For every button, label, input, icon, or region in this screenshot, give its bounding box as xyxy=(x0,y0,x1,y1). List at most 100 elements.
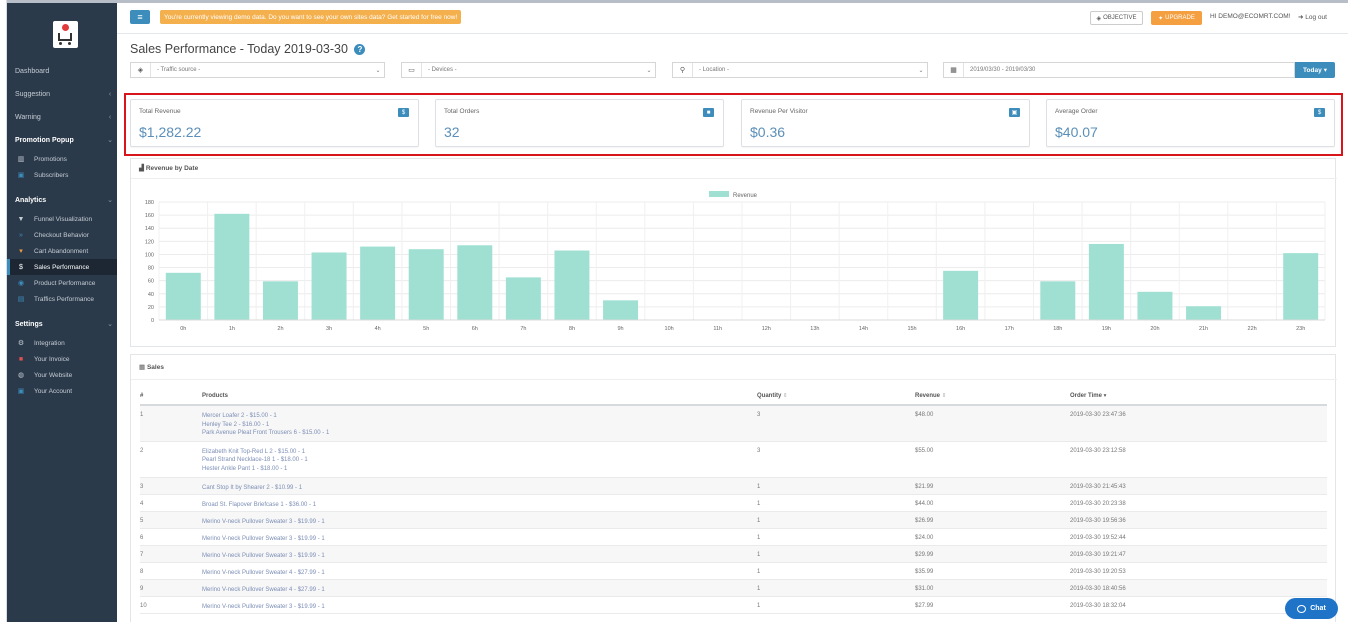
revenue-bar-chart: Revenue 0 20 40 60 80 100 120 140 160 180 0h 1h 2h 3h 4… xyxy=(145,191,1326,332)
sidebar-item-checkout[interactable]: » Checkout Behavior xyxy=(7,227,117,243)
chevron-down-icon: ⌄ xyxy=(918,67,924,74)
upgrade-button[interactable]: ✦ UPGRADE xyxy=(1151,11,1202,25)
table-row: 6 Merino V-neck Pullover Sweater 3 - $19.… xyxy=(140,528,1327,546)
bar-23h[interactable] xyxy=(1283,253,1319,320)
filter-icon: ▼ xyxy=(17,215,25,223)
bar-8h[interactable] xyxy=(554,250,590,320)
stat-card-total-revenue: Total Revenue $1,282.22 $ xyxy=(130,99,419,147)
sidebar-group-settings[interactable]: Settings ⌄ xyxy=(7,316,117,332)
col-header-products[interactable]: Products xyxy=(202,388,757,406)
x-tick-label: 16h xyxy=(956,326,965,332)
sidebar-item-funnel[interactable]: ▼ Funnel Visualization xyxy=(7,211,117,227)
row-products: Elizabeth Knit Top-Red L 2 - $15.00 - 1 P… xyxy=(202,441,757,478)
product-link[interactable]: Broad St. Flapover Briefcase 1 - $36.00 … xyxy=(202,501,317,508)
sidebar: Dashboard Suggestion ‹ Warning ‹ Promoti… xyxy=(7,3,117,622)
bar-9h[interactable] xyxy=(603,300,639,320)
bar-7h[interactable] xyxy=(505,277,541,320)
demo-banner[interactable]: You're currently viewing demo data. Do y… xyxy=(160,10,462,24)
app-logo[interactable] xyxy=(53,21,78,48)
sidebar-group-analytics[interactable]: Analytics ⌄ xyxy=(7,192,117,208)
product-link[interactable]: Mercer Loafer 2 - $15.00 - 1 xyxy=(202,413,277,419)
product-link[interactable]: Henley Tee 2 - $16.00 - 1 xyxy=(202,421,270,428)
row-products: Merino V-neck Pullover Sweater 4 - $27.9… xyxy=(202,562,757,580)
sidebar-item-cart[interactable]: ▾ Cart Abandonment xyxy=(7,243,117,259)
calendar-icon: ▦ xyxy=(944,63,964,77)
legend-swatch[interactable] xyxy=(709,191,729,197)
sidebar-item-label: Warning xyxy=(15,113,41,121)
row-order-time: 2019-03-30 19:52:44 xyxy=(1070,528,1327,546)
product-link[interactable]: Merino V-neck Pullover Sweater 3 - $19.9… xyxy=(202,552,325,559)
sidebar-item-sales-performance[interactable]: $ Sales Performance xyxy=(7,259,117,275)
traffic-source-select[interactable]: ◈ - Traffic source - ⌄ xyxy=(130,62,385,78)
objective-button[interactable]: ◈ OBJECTIVE xyxy=(1090,11,1143,25)
sidebar-item-subscribers[interactable]: ▣ Subscribers xyxy=(7,167,117,183)
product-link[interactable]: Merino V-neck Pullover Sweater 3 - $19.9… xyxy=(202,535,325,542)
panel-divider xyxy=(131,178,1337,179)
sidebar-item-label: Funnel Visualization xyxy=(34,215,93,223)
x-tick-label: 22h xyxy=(1248,326,1257,332)
today-dropdown-button[interactable]: Today ▾ xyxy=(1295,62,1335,78)
product-link[interactable]: Merino V-neck Pullover Sweater 3 - $19.9… xyxy=(202,603,325,610)
date-range-input[interactable]: ▦ 2019/03/30 - 2019/03/30 xyxy=(943,62,1295,78)
row-revenue: $35.99 xyxy=(915,562,1070,580)
sidebar-item-invoice[interactable]: ■ Your Invoice xyxy=(7,351,117,367)
row-number: 6 xyxy=(140,528,202,546)
product-link[interactable]: Cant Stop It by Shearer 2 - $10.99 - 1 xyxy=(202,484,303,491)
sidebar-item-account[interactable]: ▣ Your Account xyxy=(7,383,117,399)
col-header-order-time[interactable]: Order Time ▾ xyxy=(1070,388,1327,406)
row-revenue: $21.99 xyxy=(915,477,1070,495)
x-tick-label: 8h xyxy=(569,326,575,332)
row-order-time: 2019-03-30 23:47:36 xyxy=(1070,405,1327,442)
bar-5h[interactable] xyxy=(408,249,444,320)
product-link[interactable]: Park Avenue Pleat Front Trousers 6 - $15… xyxy=(202,430,330,436)
bar-20h[interactable] xyxy=(1137,291,1173,320)
col-header-quantity[interactable]: Quantity ⇕ xyxy=(757,388,915,406)
product-link[interactable]: Merino V-neck Pullover Sweater 3 - $19.9… xyxy=(202,518,325,525)
product-link[interactable]: Hester Ankle Pant 1 - $18.00 - 1 xyxy=(202,465,288,472)
fast-forward-icon: » xyxy=(19,231,23,239)
row-quantity: 3 xyxy=(757,405,915,442)
bar-2h[interactable] xyxy=(262,281,298,320)
chat-button[interactable]: Chat xyxy=(1285,598,1338,619)
sort-icon: ⇕ xyxy=(941,393,947,399)
dollar-icon: $ xyxy=(1314,108,1325,117)
stat-label: Revenue Per Visitor xyxy=(750,108,808,115)
sidebar-item-integration[interactable]: ⚙ Integration xyxy=(7,335,117,351)
bar-3h[interactable] xyxy=(311,252,347,320)
bar-16h[interactable] xyxy=(943,270,979,320)
bar-0h[interactable] xyxy=(165,272,201,320)
product-link[interactable]: Elizabeth Knit Top-Red L 2 - $15.00 - 1 xyxy=(202,448,306,455)
col-header-revenue[interactable]: Revenue ⇕ xyxy=(915,388,1070,406)
product-link[interactable]: Merino V-neck Pullover Sweater 4 - $27.9… xyxy=(202,569,325,576)
bar-18h[interactable] xyxy=(1040,281,1076,320)
help-icon[interactable]: ? xyxy=(354,44,366,55)
sidebar-item-suggestion[interactable]: Suggestion ‹ xyxy=(7,86,117,102)
bar-19h[interactable] xyxy=(1088,243,1124,320)
logout-link[interactable]: ➜ Log out xyxy=(1298,13,1327,21)
sidebar-item-product-performance[interactable]: ◉ Product Performance xyxy=(7,275,117,291)
row-order-time: 2019-03-30 19:21:47 xyxy=(1070,545,1327,563)
sidebar-group-label: Settings xyxy=(15,320,43,328)
sidebar-item-warning[interactable]: Warning ‹ xyxy=(7,109,117,125)
menu-toggle-button[interactable]: ≡ xyxy=(130,10,150,24)
location-select[interactable]: ⚲ - Location - ⌄ xyxy=(672,62,928,78)
sidebar-group-promotion-popup[interactable]: Promotion Popup ⌄ xyxy=(7,132,117,148)
sidebar-item-dashboard[interactable]: Dashboard xyxy=(7,63,117,79)
bar-6h[interactable] xyxy=(457,245,493,320)
product-link[interactable]: Pearl Strand Necklace-18 1 - $18.00 - 1 xyxy=(202,457,308,463)
row-products: Cant Stop It by Shearer 2 - $10.99 - 1 xyxy=(202,477,757,495)
bar-1h[interactable] xyxy=(214,213,250,320)
bar-21h[interactable] xyxy=(1186,306,1222,320)
sidebar-item-traffics-performance[interactable]: ▤ Traffics Performance xyxy=(7,291,117,307)
chevron-left-icon: ‹ xyxy=(108,113,112,121)
row-number: 4 xyxy=(140,494,202,512)
sidebar-item-promotions[interactable]: ▥ Promotions xyxy=(7,151,117,167)
cart-icon: ▾ xyxy=(19,248,23,255)
devices-select[interactable]: ▭ - Devices - ⌄ xyxy=(401,62,656,78)
col-header-label: Revenue xyxy=(915,393,941,399)
sidebar-item-website[interactable]: ◍ Your Website xyxy=(7,367,117,383)
bar-4h[interactable] xyxy=(360,246,396,320)
table-row: 5 Merino V-neck Pullover Sweater 3 - $19.… xyxy=(140,511,1327,529)
product-link[interactable]: Merino V-neck Pullover Sweater 4 - $27.9… xyxy=(202,586,325,593)
x-tick-label: 6h xyxy=(472,326,478,332)
